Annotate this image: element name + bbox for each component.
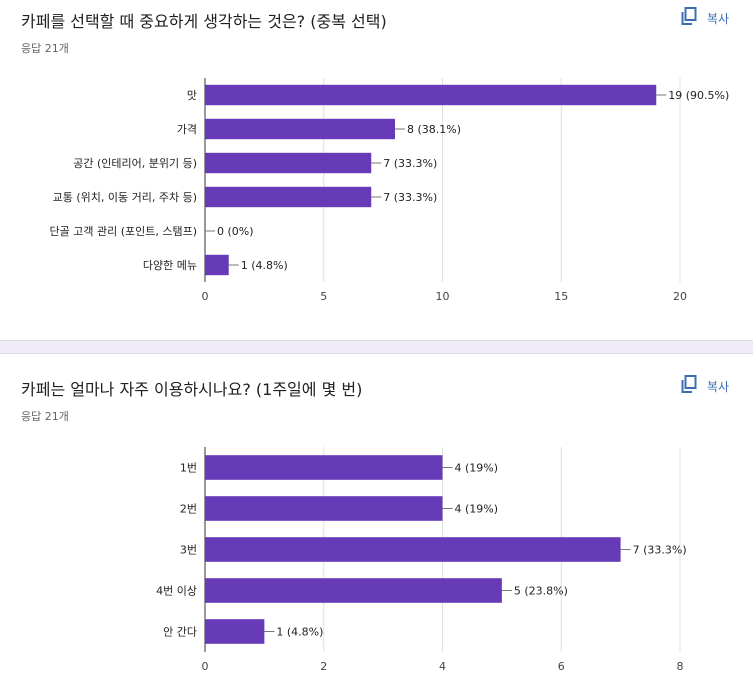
data-label: 1 (4.8%)	[241, 259, 288, 272]
question-card-2: 카페는 얼마나 자주 이용하시나요? (1주일에 몇 번) 응답 21개 복사 …	[0, 354, 753, 677]
category-label: 1번	[180, 462, 197, 475]
copy-icon	[681, 7, 697, 29]
data-label: 8 (38.1%)	[407, 123, 461, 136]
category-label: 3번	[180, 544, 197, 557]
data-label: 4 (19%)	[455, 462, 499, 475]
bar	[205, 496, 443, 521]
data-label: 1 (4.8%)	[276, 626, 323, 639]
x-tick-label: 4	[439, 660, 446, 673]
copy-icon	[681, 375, 697, 397]
copy-label: 복사	[707, 11, 730, 26]
category-label: 2번	[180, 503, 197, 516]
category-label: 다양한 메뉴	[143, 259, 197, 272]
data-label: 7 (33.3%)	[633, 544, 687, 557]
card-separator	[0, 340, 753, 354]
question-title: 카페는 얼마나 자주 이용하시나요? (1주일에 몇 번)	[21, 380, 363, 399]
x-tick-label: 8	[677, 660, 684, 673]
copy-button[interactable]: 복사	[681, 375, 729, 397]
bar	[205, 619, 265, 644]
response-count: 응답 21개	[21, 42, 69, 55]
copy-button[interactable]: 복사	[681, 7, 729, 29]
question-card-1: 카페를 선택할 때 중요하게 생각하는 것은? (중복 선택) 응답 21개 복…	[21, 7, 730, 303]
bar	[205, 84, 657, 106]
data-label: 19 (90.5%)	[668, 89, 729, 102]
bar	[205, 152, 372, 174]
x-tick-label: 20	[673, 290, 687, 303]
data-label: 7 (33.3%)	[383, 191, 437, 204]
bar	[205, 455, 443, 480]
category-label: 공간 (인테리어, 분위기 등)	[73, 157, 197, 170]
x-tick-label: 5	[320, 290, 327, 303]
copy-label: 복사	[707, 379, 730, 394]
data-label: 7 (33.3%)	[383, 157, 437, 170]
x-tick-label: 15	[554, 290, 568, 303]
bar	[205, 186, 372, 208]
category-label: 교통 (위치, 이동 거리, 주차 등)	[53, 191, 197, 204]
x-tick-label: 2	[320, 660, 327, 673]
x-tick-label: 0	[202, 660, 209, 673]
response-count: 응답 21개	[21, 410, 69, 423]
bar	[205, 578, 502, 603]
x-tick-label: 0	[202, 290, 209, 303]
category-label: 단골 고객 관리 (포인트, 스탬프)	[49, 225, 197, 238]
category-label: 4번 이상	[156, 585, 197, 598]
bar-chart-1: 0 5 10 15 20 맛 19 (90.5%) 가격 8 (38.1%) 공간 (인테리어, …	[49, 78, 729, 303]
bar	[205, 537, 621, 562]
question-title: 카페를 선택할 때 중요하게 생각하는 것은? (중복 선택)	[21, 12, 387, 31]
data-label: 0 (0%)	[217, 225, 254, 238]
bar	[205, 254, 229, 276]
category-label: 안 간다	[163, 626, 197, 639]
data-label: 4 (19%)	[455, 503, 499, 516]
x-tick-label: 6	[558, 660, 565, 673]
bar	[205, 118, 395, 140]
category-label: 맛	[187, 89, 197, 102]
bar-chart-2: 0 2 4 6 8 1번 4 (19%) 2번 4 (19%) 3번 7 (33.3%) 4번 이상 5…	[156, 447, 687, 673]
x-tick-label: 10	[436, 290, 450, 303]
category-label: 가격	[177, 123, 197, 136]
data-label: 5 (23.8%)	[514, 585, 568, 598]
